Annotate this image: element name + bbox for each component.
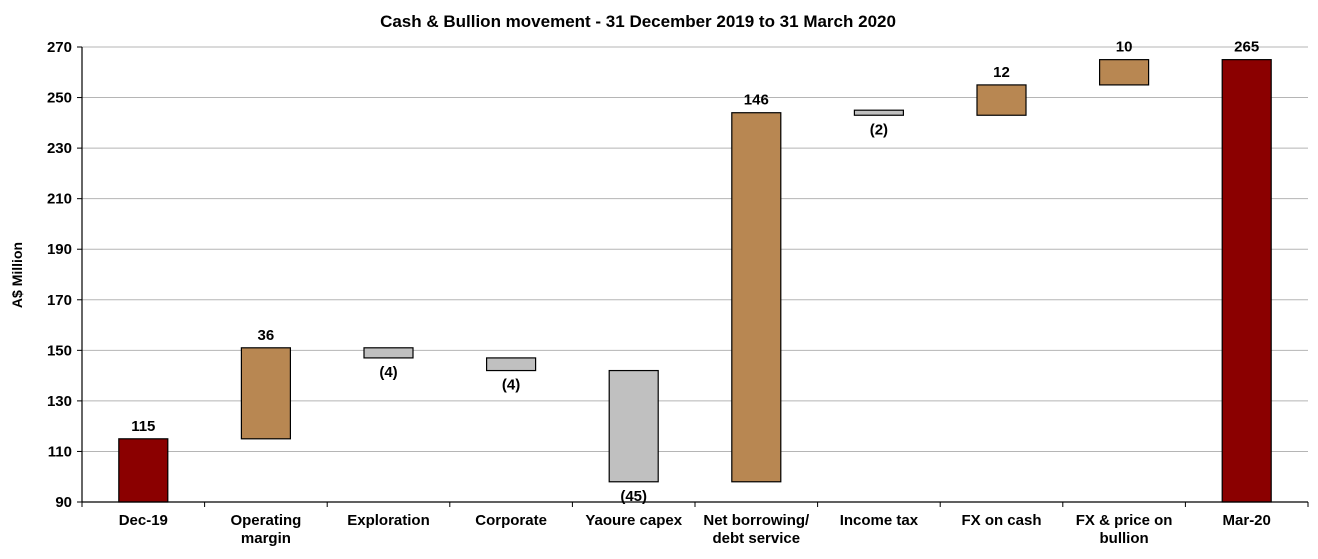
data-label: 265 bbox=[1234, 39, 1259, 56]
x-tick-label-line: margin bbox=[241, 530, 291, 547]
x-tick-label: FX on cash bbox=[961, 512, 1041, 529]
data-label: 115 bbox=[131, 418, 155, 435]
bar-increase bbox=[240, 347, 291, 440]
data-labels: 115 36 (4) (4) (45) 146 (2) 12 10 265 bbox=[131, 39, 1259, 505]
x-tick-label-line: Exploration bbox=[347, 512, 430, 529]
x-tick-label-line: bullion bbox=[1100, 530, 1149, 547]
y-tick-label: 90 bbox=[55, 494, 72, 511]
x-tick-label-line: debt service bbox=[713, 530, 801, 547]
data-label: (4) bbox=[502, 377, 520, 394]
x-tick-label: Mar-20 bbox=[1223, 512, 1271, 529]
y-tick-label: 150 bbox=[47, 342, 72, 359]
x-tick-label: Corporate bbox=[475, 512, 547, 529]
bar-decrease bbox=[486, 357, 537, 372]
data-label: 12 bbox=[993, 64, 1010, 81]
data-label: (2) bbox=[870, 121, 888, 138]
x-tick-label-line: Corporate bbox=[475, 512, 547, 529]
bar-increase bbox=[976, 84, 1027, 116]
data-label: 36 bbox=[258, 327, 275, 344]
x-tick-label: Dec-19 bbox=[119, 512, 168, 529]
y-tick-label: 110 bbox=[48, 443, 72, 460]
axes: 90 110 130 150 170 190 210 230 250 270 Dec-19 Opera… bbox=[47, 39, 1309, 547]
x-tick-label: Income tax bbox=[840, 512, 919, 529]
x-tick-label: Exploration bbox=[347, 512, 430, 529]
bar-total bbox=[1221, 59, 1272, 503]
data-label: 10 bbox=[1116, 39, 1133, 56]
data-label: (45) bbox=[620, 488, 647, 505]
x-tick-label-line: Dec-19 bbox=[119, 512, 168, 529]
x-tick-label-line: Yaoure capex bbox=[585, 512, 682, 529]
y-tick-label: 130 bbox=[47, 393, 72, 410]
x-tick-label-line: Operating bbox=[230, 512, 301, 529]
bar-decrease bbox=[853, 109, 905, 116]
x-tick-label-line: Mar-20 bbox=[1223, 512, 1271, 529]
x-tick-label: Operating margin bbox=[230, 512, 301, 547]
bar-increase bbox=[731, 112, 782, 483]
bars bbox=[118, 59, 1272, 503]
y-tick-label: 210 bbox=[47, 191, 72, 208]
y-tick-label: 230 bbox=[47, 140, 72, 157]
x-tick-label-line: Net borrowing/ bbox=[703, 512, 810, 529]
y-tick-label: 190 bbox=[47, 241, 72, 258]
bar-decrease bbox=[363, 347, 414, 359]
x-tick-label-line: FX on cash bbox=[961, 512, 1041, 529]
x-tick-label: Yaoure capex bbox=[585, 512, 682, 529]
x-tick-label-line: Income tax bbox=[840, 512, 919, 529]
bar-decrease bbox=[608, 369, 659, 483]
x-tick-label-line: FX & price on bbox=[1076, 512, 1173, 529]
y-tick-label: 270 bbox=[47, 39, 72, 56]
y-tick-label: 170 bbox=[47, 292, 72, 309]
x-tick-label: Net borrowing/debt service bbox=[703, 512, 810, 547]
bar-increase bbox=[1098, 59, 1150, 86]
chart-title: Cash & Bullion movement - 31 December 20… bbox=[380, 12, 896, 31]
y-axis-label: A$ Million bbox=[9, 242, 25, 308]
bar-total bbox=[118, 438, 169, 503]
data-label: (4) bbox=[379, 364, 397, 381]
data-label: 146 bbox=[744, 92, 769, 109]
y-tick-label: 250 bbox=[47, 90, 72, 107]
x-tick-label: FX & price on bullion bbox=[1076, 512, 1173, 547]
